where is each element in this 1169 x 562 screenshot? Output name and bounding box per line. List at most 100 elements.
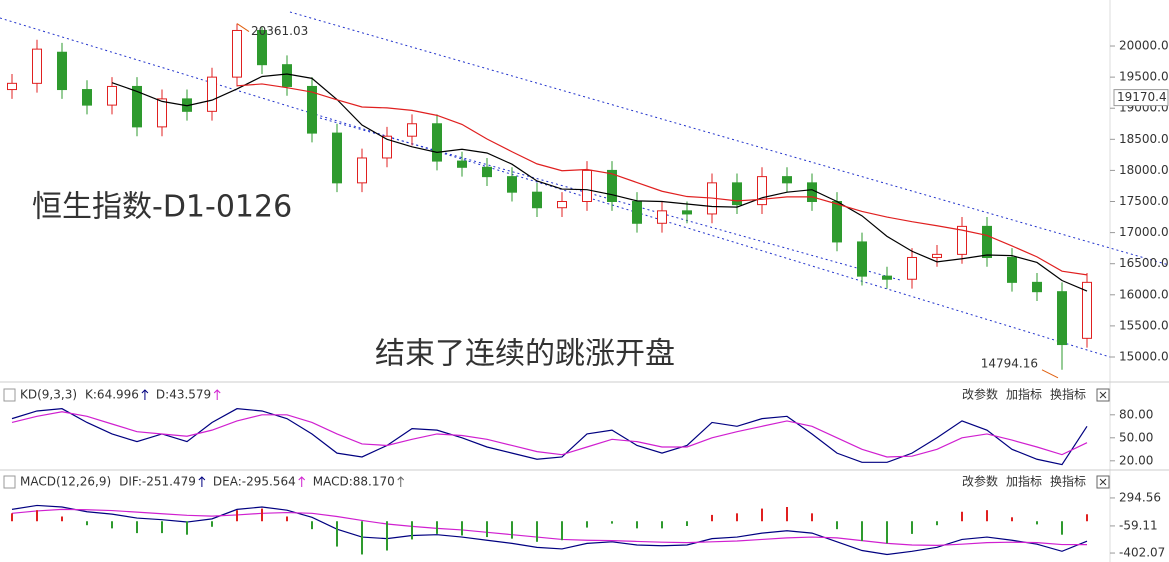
candle-body	[357, 157, 367, 184]
macd-bar	[711, 514, 713, 522]
toolbar-button[interactable]: 换指标	[1050, 387, 1086, 402]
macd-bar	[261, 508, 263, 522]
macd-bar	[161, 521, 163, 534]
candle-body	[332, 132, 342, 184]
toolbar-button[interactable]: 加指标	[1006, 474, 1042, 489]
macd-bar	[286, 516, 288, 522]
candle-body	[607, 169, 617, 203]
macd-bar	[661, 521, 663, 529]
legend-arrow	[198, 476, 206, 487]
y-tick-label: 80.00	[1119, 407, 1153, 421]
candle-body	[982, 225, 992, 258]
panel-title: MACD(12,26,9)	[20, 475, 111, 489]
candle-body	[932, 253, 942, 258]
candle-body	[657, 210, 667, 224]
y-tick-label: 17000.0	[1119, 225, 1169, 239]
y-tick-label: 16000.0	[1119, 287, 1169, 301]
macd-bar	[586, 521, 588, 528]
y-tick-label: -59.11	[1119, 518, 1158, 532]
y-tick-label: 18500.0	[1119, 132, 1169, 146]
macd-bar	[611, 521, 613, 524]
candle-body	[57, 51, 67, 91]
candle-body	[107, 85, 117, 106]
macd-bar	[311, 521, 313, 530]
toolbar-button[interactable]: 加指标	[1006, 387, 1042, 402]
chart-title: 恒生指数-D1-0126	[32, 190, 292, 225]
toolbar-button[interactable]: 改参数	[962, 387, 998, 402]
high-label: 20361.03	[251, 24, 308, 38]
candle-body	[207, 76, 217, 112]
y-tick-label: 17500.0	[1119, 194, 1169, 208]
macd-bar	[811, 513, 813, 522]
candle-body	[557, 201, 567, 209]
help-icon[interactable]	[3, 475, 16, 489]
legend-arrow	[141, 389, 149, 400]
macd-bar	[686, 521, 688, 526]
y-tick-label: 294.56	[1119, 490, 1161, 504]
macd-bar	[886, 521, 888, 544]
y-tick-label: 15000.0	[1119, 349, 1169, 363]
candle-body	[507, 176, 517, 193]
macd-bar	[111, 521, 113, 529]
macd-bar	[461, 521, 463, 536]
macd-bar	[511, 521, 513, 539]
candle-body	[132, 85, 142, 128]
candle-body	[757, 176, 767, 206]
macd-bar	[361, 521, 363, 555]
macd-bar	[836, 521, 838, 530]
candle-body	[882, 275, 892, 280]
candle-body	[82, 89, 92, 106]
candle-body	[1007, 256, 1017, 283]
macd-bar	[211, 521, 213, 527]
candle-body	[382, 135, 392, 159]
macd-bar	[236, 510, 238, 522]
candle-body	[732, 182, 742, 206]
candle-body	[832, 201, 842, 243]
candle-body	[957, 225, 967, 255]
candle-body	[807, 182, 817, 203]
candle-body	[232, 29, 242, 78]
candle-body	[1057, 291, 1067, 346]
toolbar-button[interactable]: 改参数	[962, 474, 998, 489]
macd-bar	[411, 521, 413, 540]
panel-title: KD(9,3,3)	[20, 388, 77, 402]
y-tick-label: 18000.0	[1119, 163, 1169, 177]
candle-body	[857, 241, 867, 277]
toolbar-button[interactable]: 换指标	[1050, 474, 1086, 489]
macd-bar	[1086, 514, 1088, 522]
macd-bar	[761, 508, 763, 522]
last-price: 19170.4	[1117, 90, 1167, 104]
marker-line	[236, 23, 250, 32]
y-tick-label: 15500.0	[1119, 318, 1169, 332]
low-label: 14794.16	[981, 356, 1038, 370]
macd-bar	[1011, 517, 1013, 522]
macd-bar	[186, 521, 188, 535]
macd-bar	[486, 521, 488, 538]
price-box	[1113, 89, 1169, 107]
macd-bar	[936, 521, 938, 526]
close-button[interactable]	[1096, 475, 1110, 489]
macd-bar	[911, 521, 913, 534]
y-tick-label: 50.00	[1119, 430, 1153, 444]
candle-body	[257, 29, 267, 66]
macd-bar	[561, 521, 563, 541]
line	[236, 83, 1088, 276]
macd-bar	[786, 507, 788, 522]
marker-line	[1041, 369, 1059, 379]
macd-bar	[11, 513, 13, 522]
y-tick-label: -402.07	[1119, 546, 1165, 560]
candle-body	[307, 85, 317, 134]
help-icon[interactable]	[3, 388, 16, 402]
macd-bar	[1036, 521, 1038, 525]
line	[11, 411, 1088, 458]
candle-body	[407, 123, 417, 137]
y-tick-label: 16500.0	[1119, 256, 1169, 270]
macd-bar	[386, 521, 388, 551]
candle-body	[432, 123, 442, 162]
close-button[interactable]	[1096, 388, 1110, 402]
macd-bar	[986, 510, 988, 522]
macd-bar	[536, 521, 538, 542]
macd-bar	[1061, 521, 1063, 535]
